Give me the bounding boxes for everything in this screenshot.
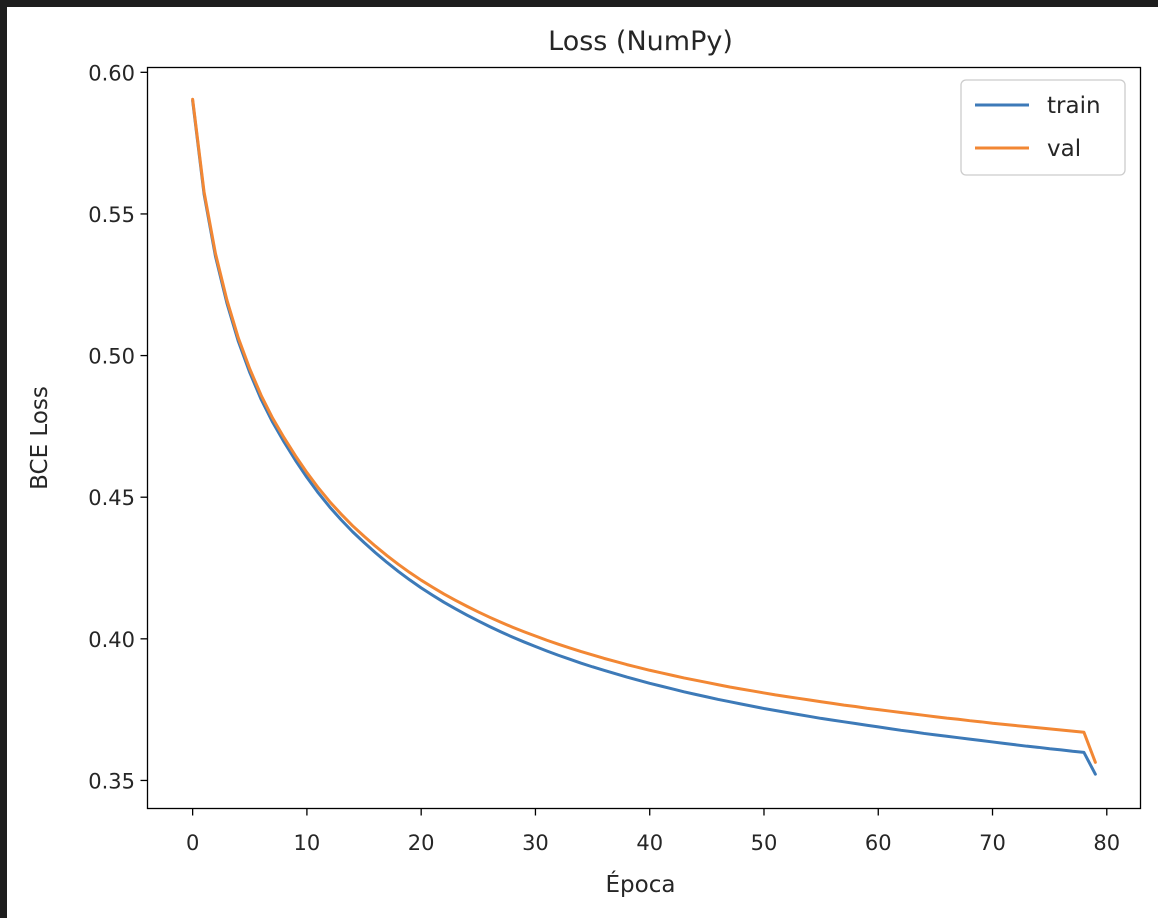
y-tick-label: 0.45: [88, 486, 135, 510]
x-tick-label: 50: [751, 831, 778, 855]
legend-label-train: train: [1047, 93, 1101, 119]
x-axis-ticks: 0 10 20 30 40 50 60 70 80: [186, 808, 1120, 855]
x-tick-label: 80: [1093, 831, 1120, 855]
plot-frame: [146, 66, 1142, 810]
series-layer: [191, 97, 1097, 776]
series-line-val: [191, 97, 1097, 764]
chart-figure: Loss (NumPy) 0 10 20 30 40 50 60 70 80 0.35 0.40 0…: [7, 7, 1158, 918]
y-tick-label: 0.60: [88, 61, 135, 85]
y-tick-label: 0.50: [88, 345, 135, 369]
y-tick-label: 0.55: [88, 203, 135, 227]
y-tick-label: 0.35: [88, 769, 135, 793]
y-tick-label: 0.40: [88, 628, 135, 652]
x-tick-label: 60: [865, 831, 892, 855]
x-axis-label: Época: [606, 870, 676, 898]
legend-label-val: val: [1047, 136, 1081, 162]
x-tick-label: 20: [408, 831, 435, 855]
x-tick-label: 30: [522, 831, 549, 855]
x-tick-label: 10: [294, 831, 321, 855]
chart-title: Loss (NumPy): [548, 26, 733, 57]
x-tick-label: 0: [186, 831, 199, 855]
series-line-train: [191, 99, 1097, 776]
y-axis-label: BCE Loss: [27, 386, 53, 490]
loss-chart: Loss (NumPy) 0 10 20 30 40 50 60 70 80 0.350.400…: [27, 26, 1142, 898]
x-tick-label: 40: [636, 831, 663, 855]
x-tick-label: 70: [979, 831, 1006, 855]
y-axis-ticks: 0.35 0.40 0.45 0.50 0.55 0.60: [88, 61, 148, 793]
legend: train val: [960, 79, 1126, 176]
